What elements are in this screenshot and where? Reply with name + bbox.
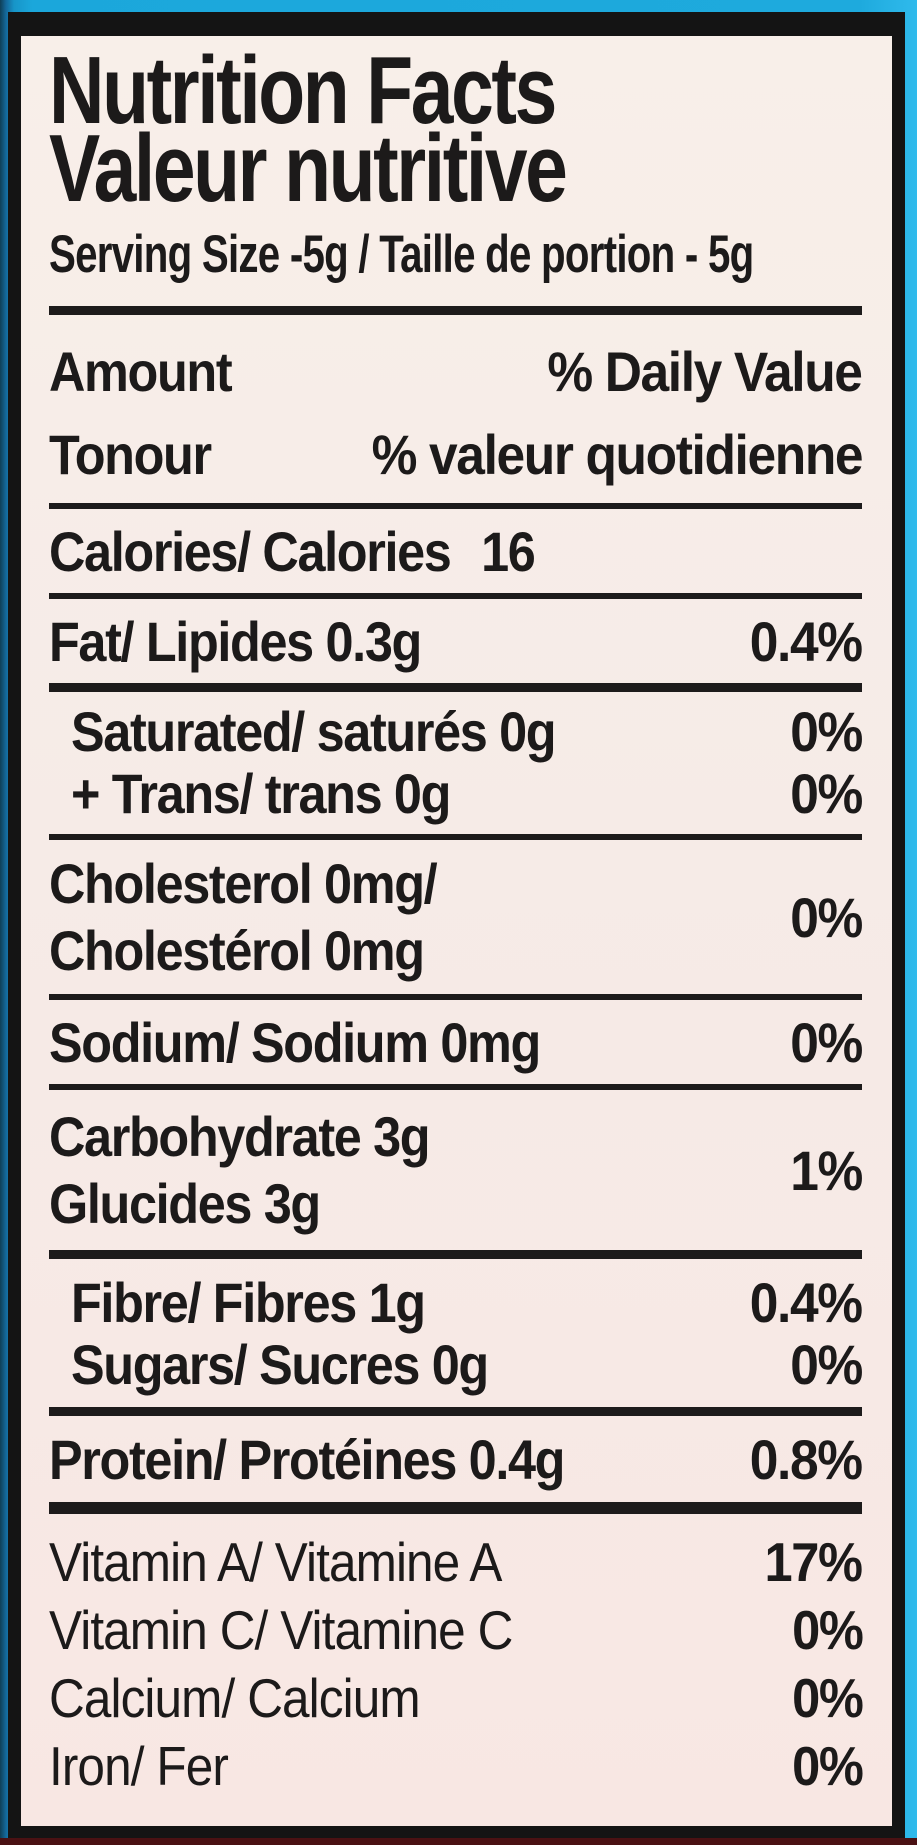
vitamin-a-percent: 17% (764, 1531, 864, 1593)
label-title: Nutrition Facts Valeur nutritive (49, 37, 862, 222)
iron-percent: 0% (791, 1735, 864, 1797)
rule-after-header (49, 503, 862, 509)
header-row-english: Amount % Daily Value (49, 335, 864, 407)
serving-size-line: Serving Size -5g / Taille de portion - 5… (49, 225, 754, 284)
title-french: Valeur nutritive (49, 115, 568, 222)
sugars-label: Sugars/ Sucres 0g (71, 1332, 489, 1396)
protein-label: Protein/ Protéines 0.4g (49, 1427, 565, 1491)
fat-label: Fat/ Lipides 0.3g (49, 609, 422, 673)
vitamin-c-row: Vitamin C/ Vitamine C 0% (49, 1596, 864, 1664)
calcium-label: Calcium/ Calcium (49, 1667, 421, 1729)
nutrition-facts-label: Nutrition Facts Valeur nutritive Serving… (8, 12, 905, 1838)
cholesterol-row: Cholesterol 0mg/ Cholestérol 0mg 0% (49, 850, 863, 984)
trans-label: + Trans/ trans 0g (71, 761, 451, 825)
package-bottom-strip (0, 1838, 917, 1845)
rule-after-cholesterol (49, 994, 862, 1000)
sugars-percent: 0% (790, 1332, 863, 1396)
vitamin-a-row: Vitamin A/ Vitamine A 17% (49, 1528, 864, 1596)
protein-row: Protein/ Protéines 0.4g 0.8% (49, 1416, 863, 1502)
calories-label: Calories/ Calories 16 (49, 519, 536, 583)
sodium-percent: 0% (790, 1010, 863, 1074)
title-english: Nutrition Facts (49, 37, 557, 144)
fat-percent: 0.4% (750, 609, 863, 673)
calcium-row: Calcium/ Calcium 0% (49, 1664, 864, 1732)
vitamin-c-label: Vitamin C/ Vitamine C (49, 1599, 513, 1661)
header-row-french: Tonour % valeur quotidienne (49, 419, 863, 489)
saturated-percent: 0% (790, 699, 863, 763)
vitamin-c-percent: 0% (791, 1599, 864, 1661)
calcium-percent: 0% (791, 1667, 864, 1729)
saturated-label: Saturated/ saturés 0g (71, 699, 557, 763)
sugars-row: Sugars/ Sucres 0g 0% (49, 1332, 863, 1396)
iron-row: Iron/ Fer 0% (49, 1732, 864, 1800)
fibre-percent: 0.4% (750, 1270, 863, 1334)
vitamin-a-label: Vitamin A/ Vitamine A (49, 1531, 502, 1593)
trans-percent: 0% (790, 761, 863, 825)
cholesterol-percent: 0% (790, 885, 863, 949)
rule-after-serving (49, 306, 862, 315)
vitamins-section: Vitamin A/ Vitamine A 17% Vitamin C/ Vit… (49, 1528, 864, 1800)
cholesterol-label: Cholesterol 0mg/ Cholestérol 0mg (49, 852, 438, 982)
fibre-row: Fibre/ Fibres 1g 0.4% (49, 1270, 863, 1334)
sodium-label: Sodium/ Sodium 0mg (49, 1010, 541, 1074)
calories-row: Calories/ Calories 16 (49, 509, 862, 593)
protein-percent: 0.8% (750, 1427, 863, 1491)
calories-value: 16 (481, 519, 536, 583)
rule-after-sugars (49, 1407, 862, 1416)
rule-after-carbohydrate (49, 1250, 862, 1259)
header-daily-value-fr: % valeur quotidienne (371, 422, 863, 486)
rule-after-sodium (49, 1084, 862, 1090)
rule-after-calories (49, 593, 862, 599)
carbohydrate-percent: 1% (790, 1138, 863, 1202)
carbohydrate-row: Carbohydrate 3g Glucides 3g 1% (49, 1103, 863, 1237)
iron-label: Iron/ Fer (49, 1735, 229, 1797)
fibre-label: Fibre/ Fibres 1g (71, 1270, 426, 1334)
saturated-fat-row: Saturated/ saturés 0g 0% (49, 699, 863, 763)
header-amount-en: Amount (49, 339, 233, 403)
trans-fat-row: + Trans/ trans 0g 0% (49, 761, 863, 825)
sodium-row: Sodium/ Sodium 0mg 0% (49, 1000, 863, 1084)
carbohydrate-label: Carbohydrate 3g Glucides 3g (49, 1105, 431, 1235)
rule-after-fat (49, 683, 862, 692)
header-amount-fr: Tonour (49, 422, 212, 486)
rule-after-trans (49, 834, 862, 840)
fat-row: Fat/ Lipides 0.3g 0.4% (49, 599, 863, 683)
rule-after-protein (49, 1502, 862, 1514)
header-daily-value-en: % Daily Value (547, 339, 864, 403)
